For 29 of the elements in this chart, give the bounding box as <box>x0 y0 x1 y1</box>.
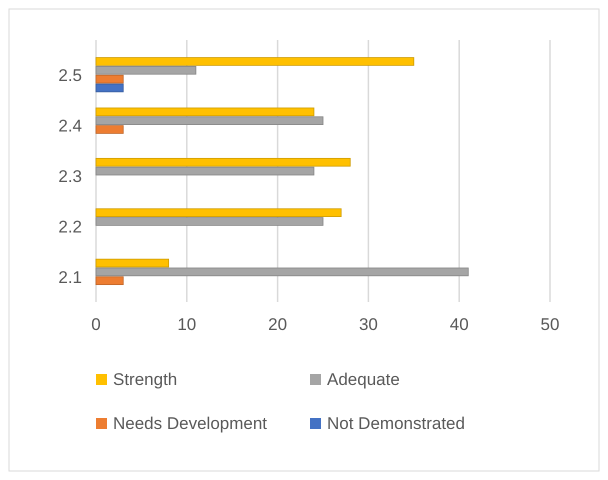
bar <box>96 268 469 276</box>
legend-label: Adequate <box>327 370 400 389</box>
bar <box>96 108 314 116</box>
y-tick-label: 2.1 <box>58 268 82 287</box>
bar <box>96 74 124 84</box>
x-tick-label: 50 <box>540 315 560 334</box>
legend-label: Strength <box>113 370 178 389</box>
y-tick-label: 2.3 <box>58 167 82 186</box>
x-tick-label: 10 <box>177 315 196 334</box>
x-tick-label: 40 <box>450 315 469 334</box>
bar <box>96 217 324 226</box>
x-tick-label: 0 <box>91 315 101 334</box>
bar <box>96 276 124 286</box>
legend-label: Needs Development <box>113 414 268 433</box>
bar <box>96 166 314 176</box>
bar <box>96 125 124 134</box>
y-tick-label: 2.5 <box>58 66 82 86</box>
bar <box>96 258 170 268</box>
y-tick-label: 2.2 <box>58 217 82 236</box>
bar <box>96 116 324 125</box>
x-tick-label: 20 <box>268 315 288 334</box>
bar <box>96 84 124 92</box>
bar <box>96 158 351 167</box>
bar <box>96 208 342 217</box>
y-tick-label: 2.4 <box>58 116 82 136</box>
bar <box>96 66 196 75</box>
legend-label: Not Demonstrated <box>327 414 465 433</box>
x-tick-label: 30 <box>358 315 378 334</box>
bar <box>96 57 414 66</box>
